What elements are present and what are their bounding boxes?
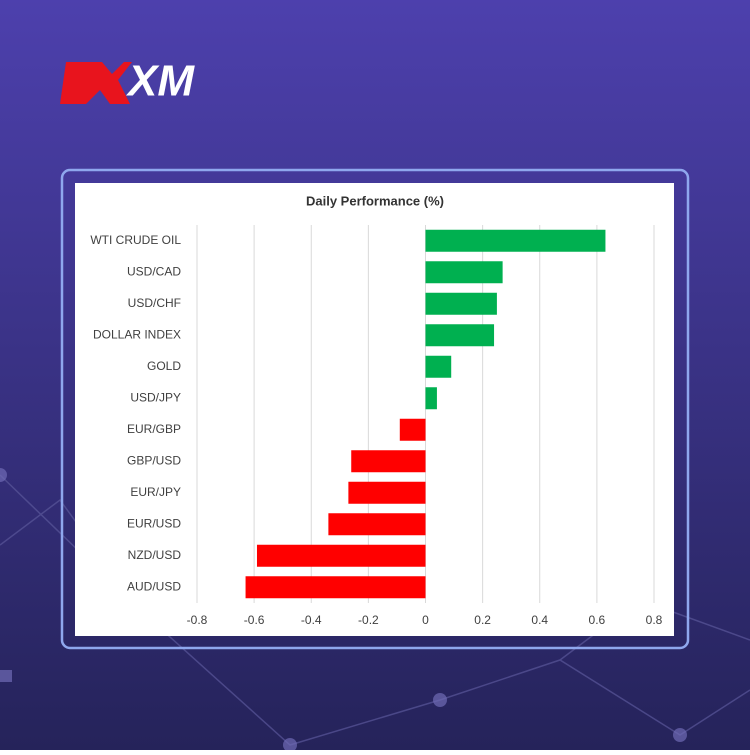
y-tick-label: USD/CAD (127, 264, 181, 278)
y-tick-label: WTI CRUDE OIL (90, 233, 181, 247)
y-tick-label: EUR/USD (127, 516, 181, 530)
x-tick-label: 0.6 (589, 613, 606, 627)
bar (425, 355, 452, 378)
panel-frame (60, 168, 690, 650)
logo: XM (60, 57, 195, 106)
y-tick-label: USD/CHF (128, 296, 181, 310)
y-tick-label: GBP/USD (127, 453, 181, 467)
y-tick-label: USD/JPY (130, 390, 181, 404)
bar (425, 229, 606, 252)
y-tick-label: NZD/USD (128, 548, 182, 562)
bar (351, 450, 426, 473)
logo-mark (60, 62, 132, 104)
y-tick-label: DOLLAR INDEX (93, 327, 181, 341)
bar (425, 387, 437, 410)
plot: -0.8 -0.6 -0.4 -0.2 0 0.2 0.4 0.6 0.8 WTI CRUDE O… (90, 225, 663, 627)
y-tick-label: AUD/USD (127, 579, 181, 593)
x-tick-label: 0.2 (474, 613, 491, 627)
bar (245, 576, 426, 599)
y-tick-label: EUR/GBP (127, 422, 181, 436)
x-tick-label: -0.4 (301, 613, 322, 627)
bar (425, 324, 495, 347)
bar (256, 544, 426, 567)
x-tick-label: -0.8 (187, 613, 208, 627)
x-tick-label: -0.6 (244, 613, 265, 627)
x-tick-label: 0.8 (646, 613, 663, 627)
bar (328, 513, 426, 536)
x-tick-label: 0 (422, 613, 429, 627)
x-tick-label: 0.4 (531, 613, 548, 627)
y-tick-label: EUR/JPY (130, 485, 181, 499)
y-tick-label: GOLD (147, 359, 181, 373)
bar (399, 418, 426, 441)
logo-text: XM (125, 57, 195, 106)
bar (425, 292, 497, 315)
chart-title: Daily Performance (%) (306, 193, 444, 208)
x-tick-label: -0.2 (358, 613, 379, 627)
bar (425, 261, 503, 284)
bar (348, 481, 426, 504)
